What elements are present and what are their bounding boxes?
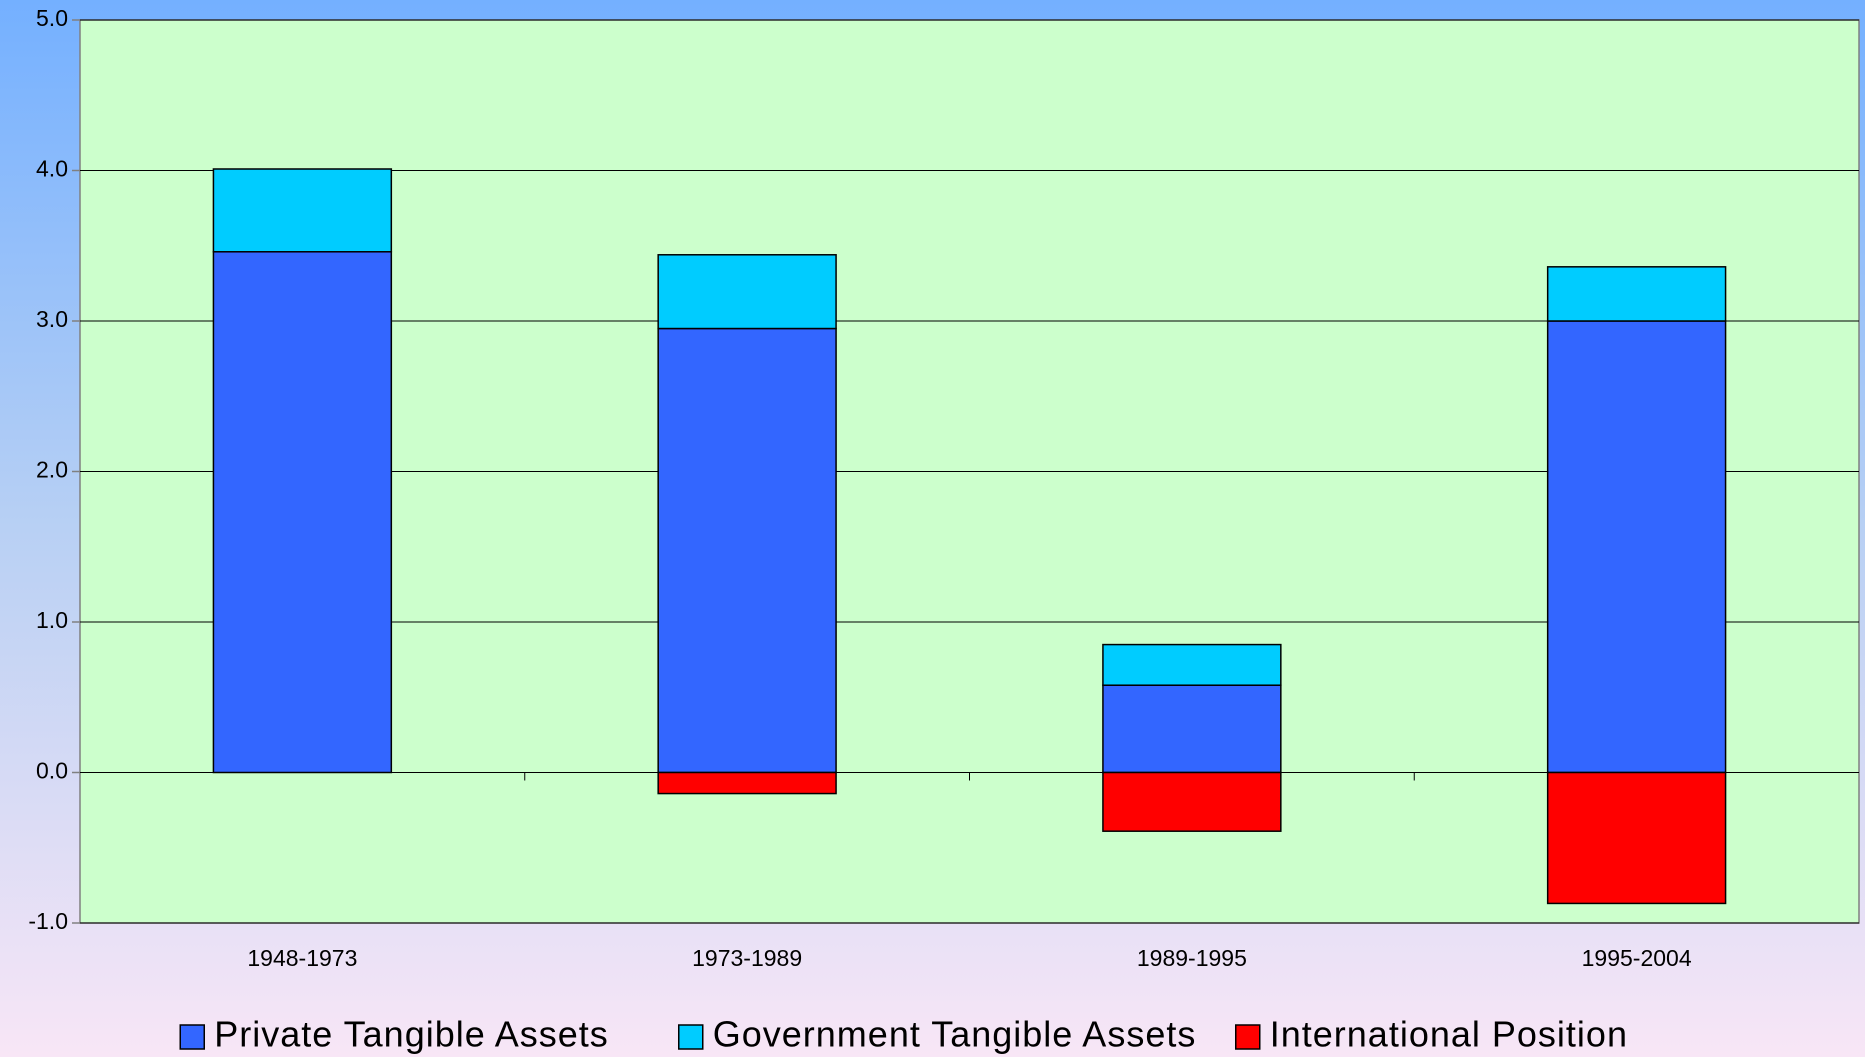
legend-label: Private Tangible Assets [214,1014,609,1055]
bar-segment [657,327,837,774]
x-tick-label: 1948-1973 [247,945,357,971]
bars [212,168,1727,905]
bar-segment [1546,320,1727,774]
legend-label: International Position [1270,1014,1628,1055]
labels: -1.0 0.0 1.0 2.0 3.0 4.0 5.0 1948-1973 1973-1989… [28,5,1691,971]
y-tick-label: 5.0 [36,5,68,31]
y-tick-label: 2.0 [36,457,68,483]
bar-segment [212,168,393,253]
bar-segment [657,771,837,795]
y-tick-label: 4.0 [36,156,68,182]
legend: Private Tangible Assets Government Tangib… [179,1014,1628,1055]
legend-swatch [179,1024,205,1050]
y-tick-label: -1.0 [28,908,68,934]
legend-swatch [1235,1024,1261,1050]
legend-swatch [678,1024,704,1050]
bar-segment [1102,684,1282,774]
legend-label: Government Tangible Assets [713,1014,1197,1055]
x-tick-label: 1973-1989 [692,945,802,971]
bar-segment [1546,771,1727,905]
bar-segment [657,254,837,330]
y-tick-label: 1.0 [36,607,68,633]
x-tick-label: 1995-2004 [1582,945,1692,971]
x-tick-label: 1989-1995 [1137,945,1247,971]
bar-segment [1546,266,1727,322]
bar-segment [1102,771,1282,832]
y-tick-label: 3.0 [36,306,68,332]
bar-segment [1102,643,1282,686]
y-tick-label: 0.0 [36,758,68,784]
bar-segment [212,251,393,774]
